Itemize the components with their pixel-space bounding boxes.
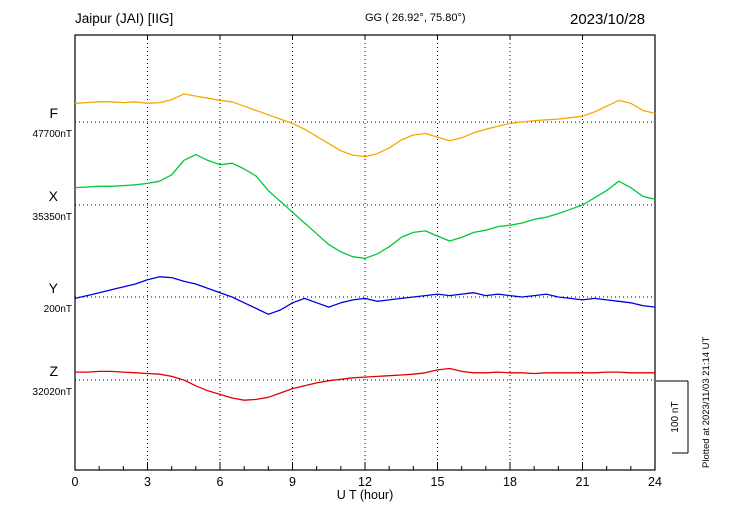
series-label-Y: Y (49, 280, 59, 296)
plot-date: 2023/10/28 (570, 11, 645, 28)
series-baseline-value-X: 35350nT (33, 212, 72, 223)
series-label-F: F (49, 105, 58, 121)
trace-Y (74, 276, 656, 315)
x-tick-label: 18 (503, 475, 517, 489)
traces-group (74, 93, 656, 401)
x-tick-label: 24 (648, 475, 662, 489)
ticks-group (74, 35, 656, 470)
series-label-X: X (49, 188, 59, 204)
series-baseline-value-Y: 200nT (44, 304, 72, 315)
scale-bar: 100 nT (656, 380, 689, 454)
station-title: Jaipur (JAI) [IIG] (75, 11, 173, 26)
x-tick-label: 0 (72, 475, 79, 489)
tick-labels-group: 0 3 6 9 12 15 18 21 24 (72, 475, 662, 489)
plotted-at-note: Plotted at 2023/11/03 21:14 UT (701, 336, 712, 468)
series-baseline-value-Z: 32020nT (33, 387, 72, 398)
geo-coords: GG ( 26.92°, 75.80°) (365, 12, 466, 24)
trace-X (74, 153, 656, 259)
series-baseline-value-F: 47700nT (33, 129, 72, 140)
x-tick-label: 15 (431, 475, 445, 489)
x-tick-label: 3 (144, 475, 151, 489)
trace-F (74, 93, 656, 158)
series-labels-group: F 47700nT X 35350nT Y 200nT Z 32020nT (33, 105, 72, 398)
x-tick-label: 9 (289, 475, 296, 489)
x-tick-label: 12 (358, 475, 372, 489)
baselines-group (75, 121, 655, 381)
x-axis-title: U T (hour) (337, 488, 394, 502)
scale-bar-label: 100 nT (670, 401, 681, 432)
series-label-Z: Z (49, 363, 58, 379)
x-tick-label: 6 (217, 475, 224, 489)
axes-box (74, 34, 656, 471)
x-tick-label: 21 (576, 475, 590, 489)
trace-Z (75, 367, 655, 401)
gridlines-group (147, 35, 583, 470)
